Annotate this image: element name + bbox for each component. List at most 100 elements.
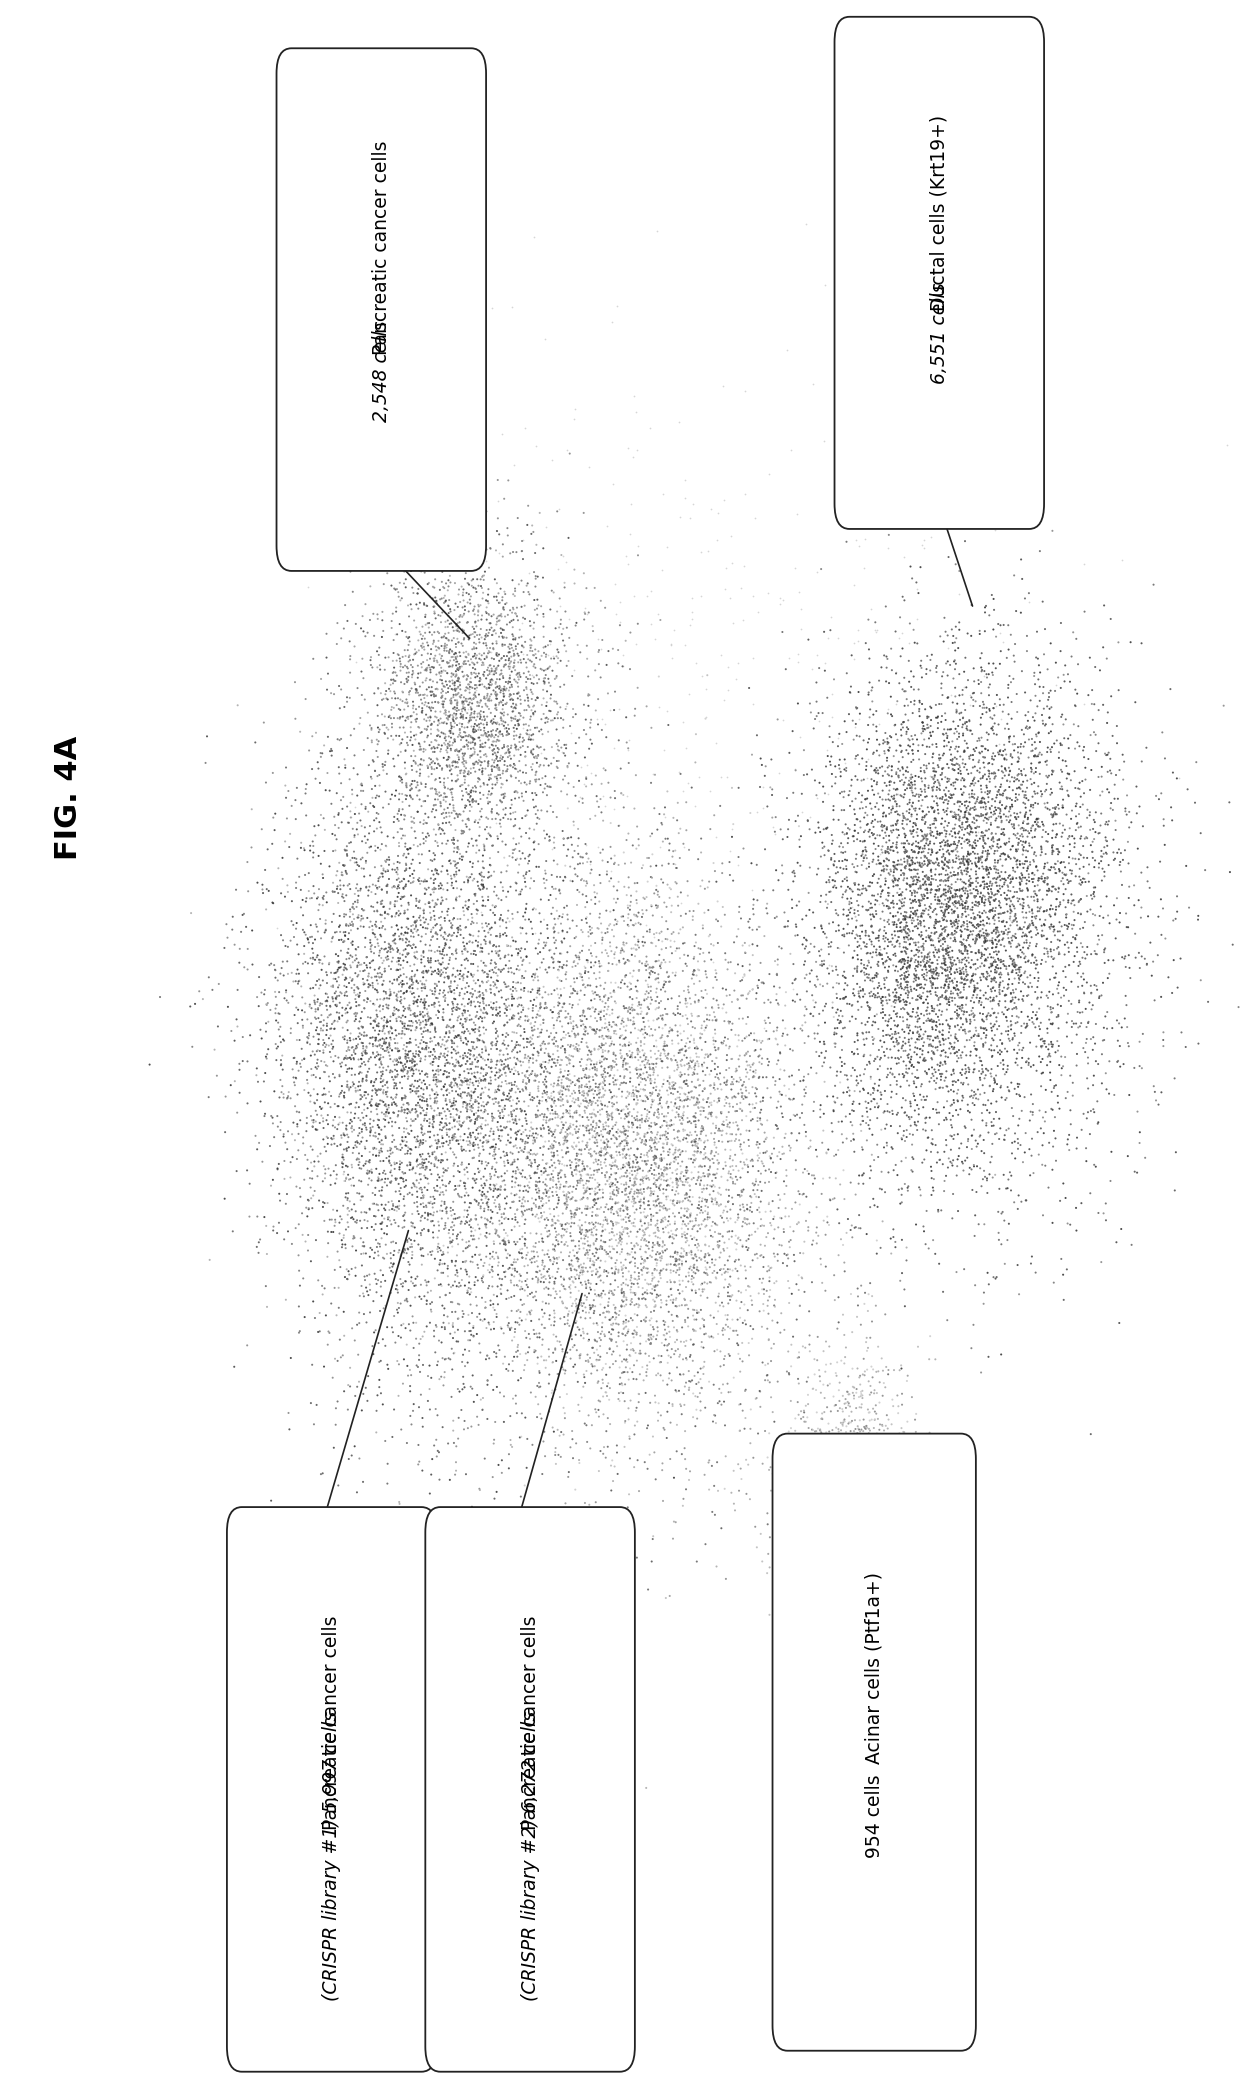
Point	[635, 1243, 655, 1276]
Point	[1016, 905, 1035, 938]
Point	[842, 1396, 862, 1429]
Point	[925, 915, 945, 949]
Point	[346, 854, 366, 888]
Point	[476, 1503, 496, 1536]
Point	[303, 751, 322, 785]
Point	[940, 984, 960, 1018]
Point	[947, 972, 967, 1005]
Point	[241, 1018, 260, 1052]
Point	[914, 1091, 934, 1125]
Point	[450, 838, 470, 871]
Point	[450, 955, 470, 989]
Point	[420, 903, 440, 936]
Point	[681, 1201, 701, 1234]
Point	[599, 1102, 619, 1136]
Point	[254, 1201, 274, 1234]
Point	[553, 913, 573, 947]
Point	[694, 1014, 714, 1047]
Point	[353, 1236, 373, 1270]
Point	[909, 961, 929, 995]
Point	[409, 1444, 429, 1478]
Point	[759, 1322, 779, 1356]
Point	[485, 978, 505, 1012]
Point	[842, 1463, 862, 1497]
Point	[1004, 1186, 1024, 1220]
Point	[905, 718, 925, 751]
Point	[987, 949, 1007, 982]
Point	[531, 999, 551, 1033]
Point	[446, 659, 466, 693]
Point	[794, 1423, 813, 1457]
Point	[939, 852, 959, 886]
Point	[573, 1108, 593, 1142]
Point	[515, 1129, 534, 1163]
Point	[1079, 848, 1099, 882]
Point	[833, 1509, 853, 1543]
Point	[521, 663, 541, 697]
Point	[428, 1163, 448, 1196]
Point	[858, 1295, 878, 1329]
Point	[952, 871, 972, 905]
Point	[609, 1207, 629, 1241]
Point	[352, 1211, 372, 1245]
Point	[511, 875, 531, 909]
Point	[888, 772, 908, 806]
Point	[475, 751, 495, 785]
Point	[368, 1010, 388, 1043]
Point	[471, 730, 491, 764]
Point	[748, 596, 768, 630]
Point	[1085, 651, 1105, 684]
Point	[1033, 913, 1053, 947]
Point	[811, 1488, 831, 1522]
Point	[523, 1014, 543, 1047]
Point	[585, 1289, 605, 1322]
Point	[828, 930, 848, 963]
Point	[383, 722, 403, 756]
Point	[796, 1070, 816, 1104]
Point	[413, 686, 433, 720]
Point	[733, 1024, 753, 1058]
Point	[476, 661, 496, 695]
Point	[506, 751, 526, 785]
Point	[789, 1362, 808, 1396]
Point	[1013, 1031, 1033, 1064]
Point	[412, 1012, 432, 1045]
Point	[965, 900, 985, 934]
Point	[538, 651, 558, 684]
Point	[469, 1110, 489, 1144]
Point	[474, 982, 494, 1016]
Point	[461, 775, 481, 808]
Point	[568, 838, 588, 871]
Point	[432, 947, 451, 980]
Point	[475, 703, 495, 737]
Point	[467, 638, 487, 672]
Point	[315, 1045, 335, 1079]
Point	[839, 1467, 859, 1501]
Point	[522, 1150, 542, 1184]
Point	[423, 1100, 443, 1133]
Point	[931, 930, 951, 963]
Point	[522, 1012, 542, 1045]
Point	[578, 1192, 598, 1226]
Point	[618, 1186, 637, 1220]
Point	[547, 1175, 567, 1209]
Point	[639, 1322, 658, 1356]
Point	[796, 1421, 816, 1455]
Point	[527, 1217, 547, 1251]
Point	[835, 747, 854, 781]
Point	[537, 1201, 557, 1234]
Point	[544, 1012, 564, 1045]
Point	[398, 1245, 418, 1278]
Point	[425, 672, 445, 705]
Point	[533, 1129, 553, 1163]
Point	[378, 989, 398, 1022]
Point	[448, 1169, 467, 1203]
Point	[466, 835, 486, 869]
Point	[593, 1213, 613, 1247]
Point	[377, 1003, 397, 1037]
Point	[492, 953, 512, 987]
Point	[366, 1131, 386, 1165]
Point	[645, 1285, 665, 1318]
Point	[427, 678, 446, 712]
Point	[408, 1448, 428, 1482]
